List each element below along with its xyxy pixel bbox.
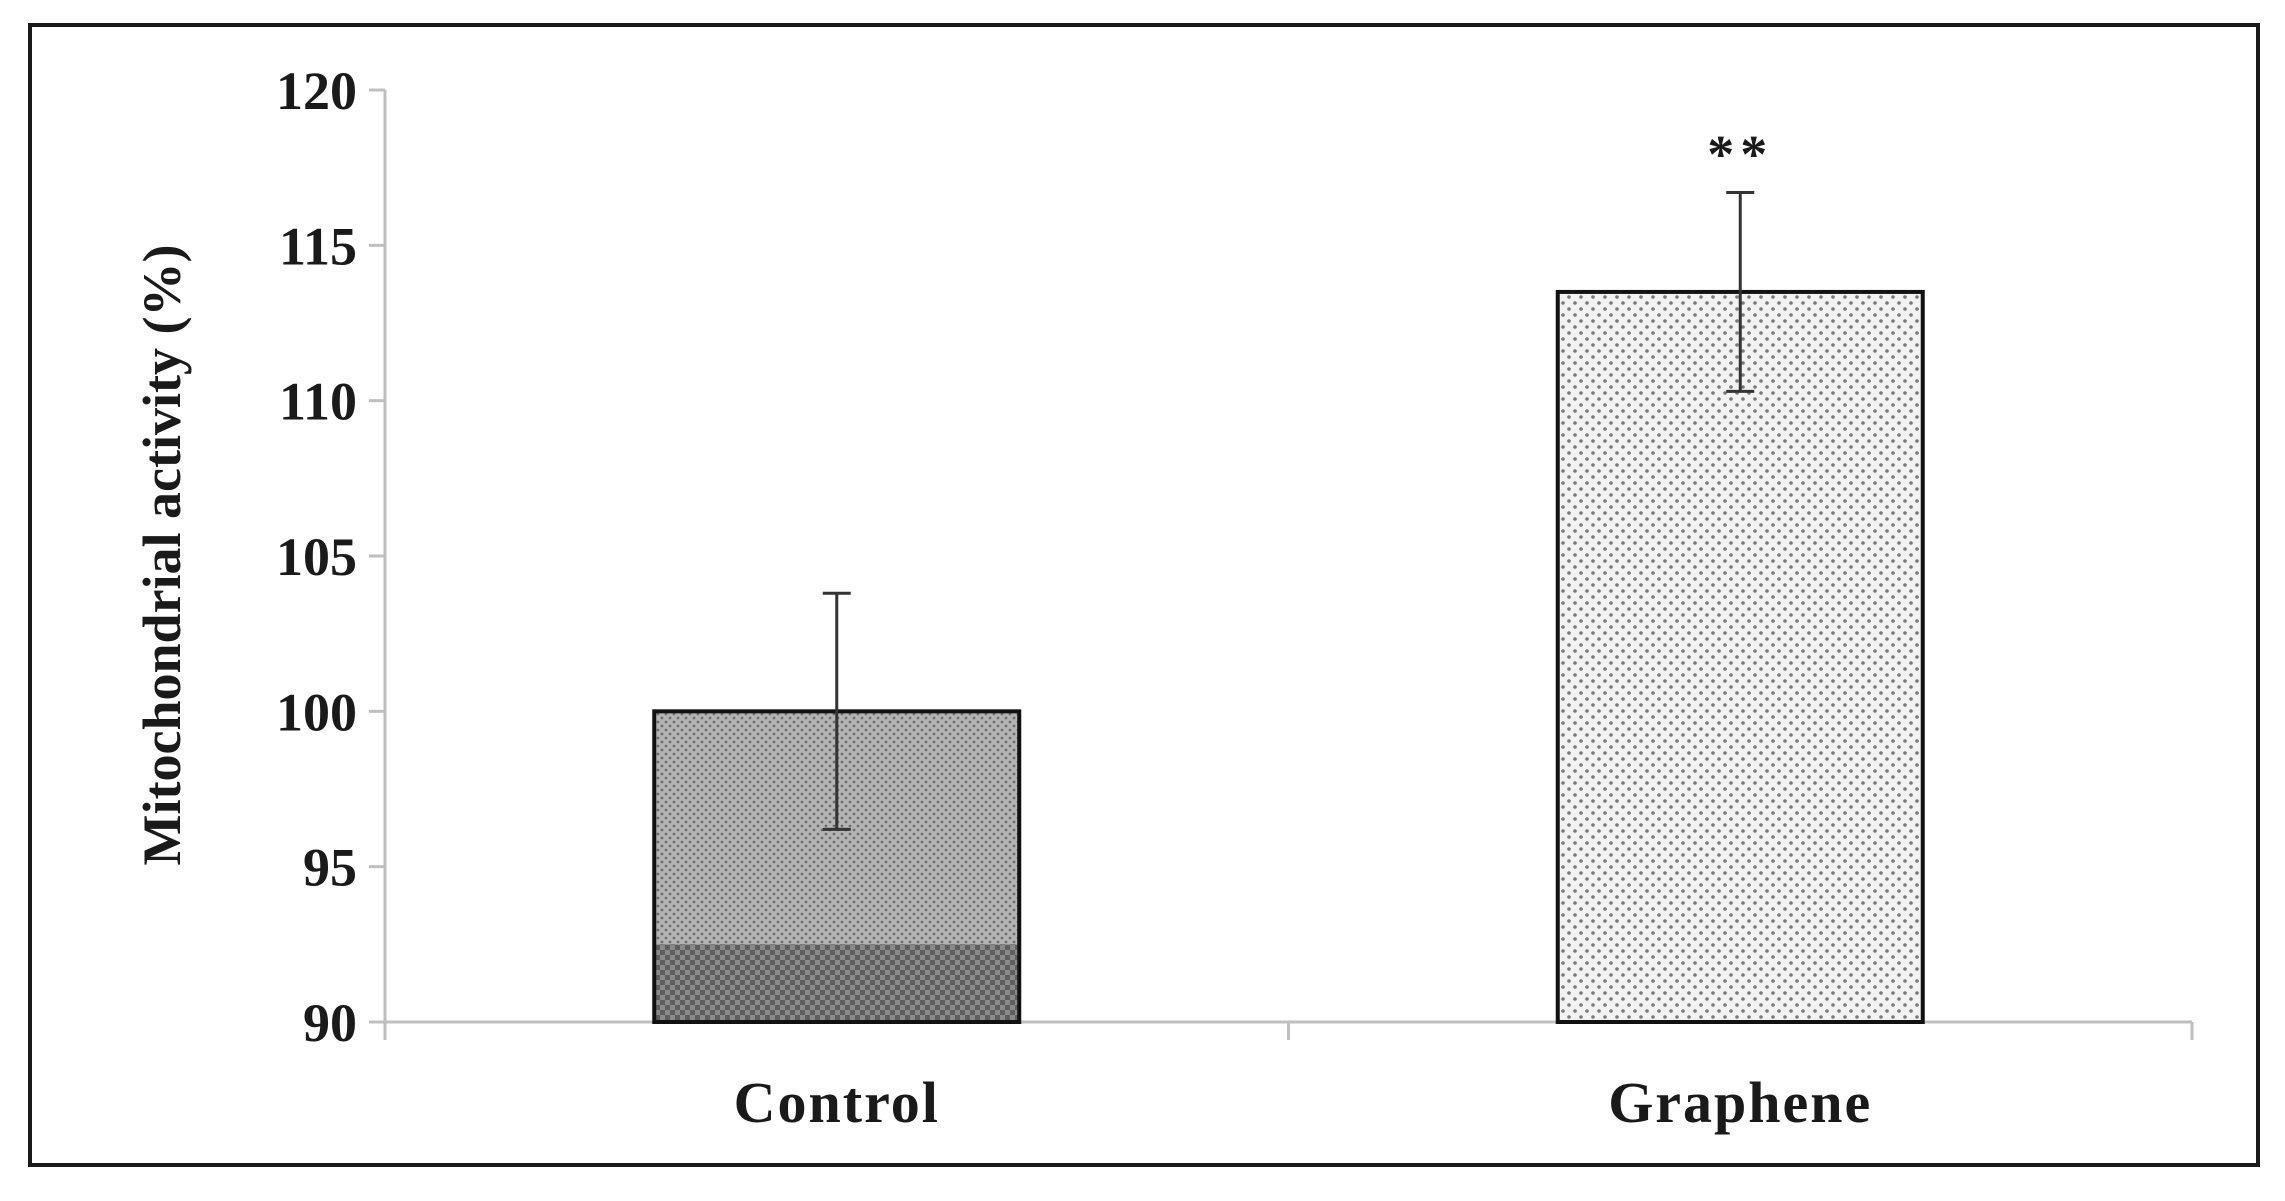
x-tick-label: Graphene (1608, 1070, 1872, 1135)
bar-control: Control (652, 591, 1022, 1135)
bar-graphene: ** Graphene (1555, 125, 1925, 1135)
y-tick-label: 105 (276, 527, 357, 587)
y-axis-title: Mitochondrial activity (%) (132, 245, 192, 866)
x-tick-label: Control (734, 1070, 940, 1135)
bar-fill (1557, 291, 1923, 1022)
y-tick-label: 95 (303, 838, 357, 898)
y-tick-label: 115 (279, 216, 357, 276)
y-tick-label: 120 (276, 61, 357, 121)
y-tick-label: 110 (279, 372, 357, 432)
y-tick-label: 100 (276, 682, 357, 742)
significance-marker: ** (1707, 125, 1773, 185)
bars-group: Control ** Graphene (652, 125, 1925, 1135)
bar-base-fill (654, 944, 1020, 1022)
y-tick-label: 90 (303, 993, 357, 1053)
y-axis: 90 95 100 105 110 115 120 (276, 61, 387, 1053)
